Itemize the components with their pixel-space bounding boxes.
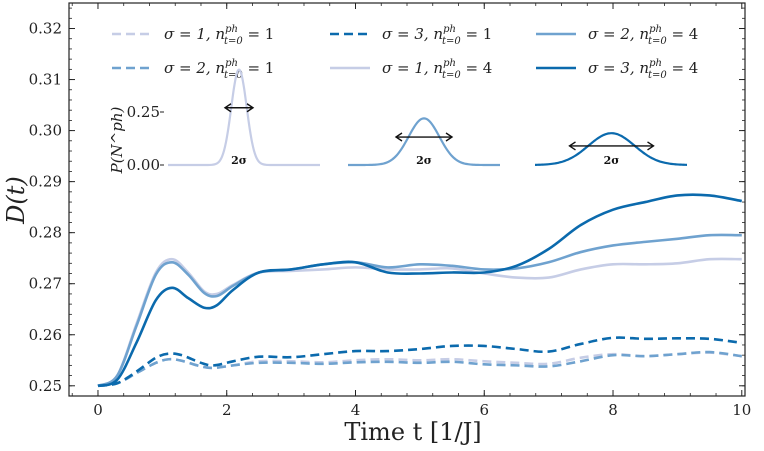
series-line-4 bbox=[97, 257, 742, 388]
inset-y-tick-label: 0.25 bbox=[127, 103, 160, 121]
y-tick-label: 0.31 bbox=[29, 71, 62, 89]
x-tick-label: 2 bbox=[222, 401, 232, 419]
y-tick-label: 0.25 bbox=[29, 377, 62, 395]
y-tick-label: 0.27 bbox=[29, 275, 62, 293]
inset-width-label: 2σ bbox=[604, 154, 620, 167]
y-tick-label: 0.26 bbox=[29, 326, 62, 344]
legend-label-4: σ = 1, nph t=0 = 4 bbox=[382, 58, 492, 81]
x-tick-label: 10 bbox=[732, 401, 751, 419]
series-layer bbox=[97, 193, 743, 388]
y-tick-label: 0.29 bbox=[29, 173, 62, 191]
inset-y-tick-label: 0.00 bbox=[127, 156, 160, 174]
inset-arrowhead-right bbox=[647, 141, 655, 151]
inset-y-label: P(N^ph) bbox=[108, 106, 126, 174]
axis-ticks: 0 2 4 6 8 10 0.25 0.26 0.27 0.28 0.29 0.30 0.31 0.32 bbox=[29, 3, 751, 419]
legend-label-3: σ = 3, nph t=0 = 1 bbox=[382, 24, 492, 47]
series-line-3 bbox=[97, 336, 742, 388]
inset-arrowhead-right bbox=[246, 103, 255, 113]
inset-arrowhead-left bbox=[394, 132, 403, 142]
x-axis-label: Time t [1/J] bbox=[344, 418, 481, 446]
y-tick-label: 0.32 bbox=[29, 20, 62, 38]
legend-label-5: σ = 2, nph t=0 = 4 bbox=[588, 24, 698, 47]
inset-distributions: 0.25 0.00P(N^ph) 2σ 2σ 2σ bbox=[108, 68, 688, 174]
x-tick-label: 8 bbox=[608, 401, 618, 419]
series-line-2 bbox=[97, 350, 742, 388]
y-tick-label: 0.30 bbox=[29, 122, 62, 140]
legend-label-6: σ = 3, nph t=0 = 4 bbox=[588, 58, 698, 81]
inset-distribution-1 bbox=[168, 68, 320, 167]
legend-label-2: σ = 2, nph t=0 = 1 bbox=[164, 58, 274, 81]
inset-width-label: 2σ bbox=[231, 154, 247, 167]
inset-width-label: 2σ bbox=[416, 154, 432, 167]
x-tick-label: 4 bbox=[351, 401, 361, 419]
legend: σ = 1, nph t=0 = 1 σ = 2, nph t=0 = 1 σ = 3,… bbox=[112, 24, 698, 81]
inset-distribution-2 bbox=[348, 117, 500, 167]
legend-label-1: σ = 1, nph t=0 = 1 bbox=[164, 24, 274, 47]
inset-arrowhead-left bbox=[568, 141, 576, 151]
y-tick-label: 0.28 bbox=[29, 224, 62, 242]
y-axis-label: D(t) bbox=[2, 176, 30, 225]
series-line-6 bbox=[97, 193, 743, 388]
x-tick-label: 6 bbox=[479, 401, 489, 419]
inset-distribution-3 bbox=[534, 132, 688, 166]
x-tick-label: 0 bbox=[93, 401, 103, 419]
inset-arrowhead-left bbox=[223, 103, 232, 113]
series-line-1 bbox=[97, 351, 742, 388]
inset-arrowhead-right bbox=[445, 132, 454, 142]
